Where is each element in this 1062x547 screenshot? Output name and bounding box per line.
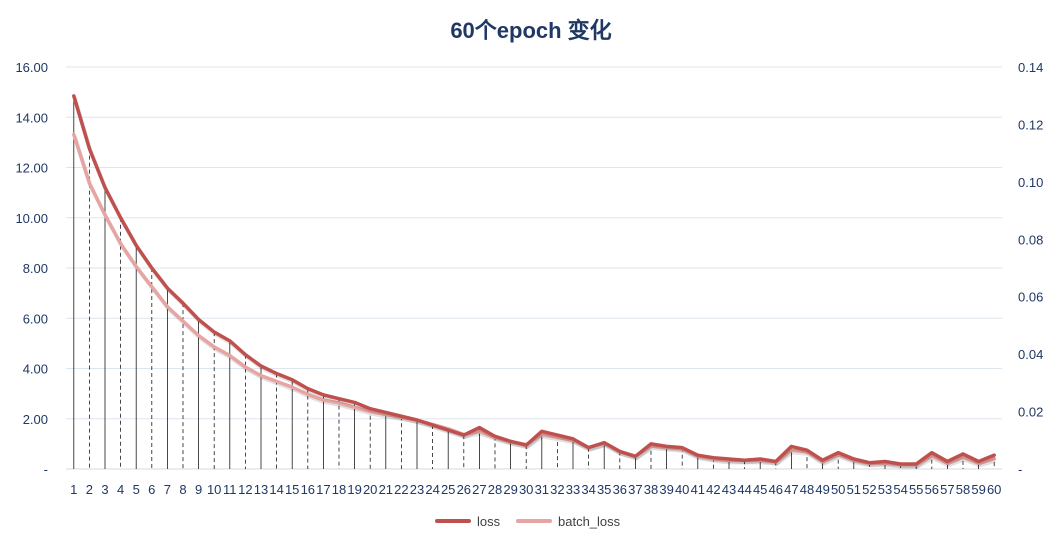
x-tick-label: 2 — [86, 482, 93, 497]
series-line-shadow — [72, 135, 996, 469]
x-tick-label: 17 — [316, 482, 330, 497]
x-tick-label: 14 — [269, 482, 283, 497]
x-tick-label: 47 — [784, 482, 798, 497]
x-tick-label: 28 — [488, 482, 502, 497]
x-tick-label: 4 — [117, 482, 124, 497]
y-tick-label-right: 0.06 — [1018, 290, 1043, 305]
legend-label-batch_loss: batch_loss — [558, 514, 621, 529]
x-tick-label: 48 — [800, 482, 814, 497]
x-tick-label: 42 — [706, 482, 720, 497]
y-tick-label-right: 0.14 — [1018, 60, 1043, 75]
x-tick-label: 25 — [441, 482, 455, 497]
x-tick-label: 9 — [195, 482, 202, 497]
series-line-shadow — [72, 97, 996, 468]
y-tick-label-left: 4.00 — [23, 362, 48, 377]
x-axis-ticks: 1 2 3 4 5 6 7 8 9 10 11 12 13 14 15 16 17 18 19 20 21 22 23 24 2… — [70, 482, 1001, 497]
x-tick-label: 26 — [457, 482, 471, 497]
x-tick-label: 12 — [238, 482, 252, 497]
x-tick-label: 58 — [956, 482, 970, 497]
series-line-batch_loss — [72, 132, 996, 467]
x-tick-label: 18 — [332, 482, 346, 497]
drop-lines — [73, 95, 995, 469]
x-tick-label: 10 — [207, 482, 221, 497]
x-tick-label: 41 — [691, 482, 705, 497]
x-tick-label: 54 — [893, 482, 907, 497]
x-tick-label: 16 — [301, 482, 315, 497]
x-tick-label: 30 — [519, 482, 533, 497]
x-tick-label: 20 — [363, 482, 377, 497]
x-tick-label: 27 — [472, 482, 486, 497]
y-tick-label-left: 12.00 — [15, 161, 48, 176]
series-line-loss — [72, 94, 996, 466]
x-tick-label: 34 — [581, 482, 595, 497]
y-tick-label-left: 2.00 — [23, 412, 48, 427]
x-tick-label: 44 — [737, 482, 751, 497]
series-lines — [72, 94, 996, 469]
x-tick-label: 55 — [909, 482, 923, 497]
x-tick-label: 50 — [831, 482, 845, 497]
y-tick-label-left: 14.00 — [15, 110, 48, 125]
x-tick-label: 49 — [815, 482, 829, 497]
x-tick-label: 38 — [644, 482, 658, 497]
x-tick-label: 6 — [148, 482, 155, 497]
x-tick-label: 52 — [862, 482, 876, 497]
y-tick-label-right: 0.10 — [1018, 175, 1043, 190]
legend-label-loss: loss — [477, 514, 501, 529]
chart-title: 60个epoch 变化 — [450, 18, 611, 43]
x-tick-label: 56 — [925, 482, 939, 497]
x-tick-label: 3 — [101, 482, 108, 497]
legend: loss batch_loss — [435, 514, 621, 529]
y-tick-label-right: 0.02 — [1018, 405, 1043, 420]
y-tick-label-left: 8.00 — [23, 261, 48, 276]
x-tick-label: 37 — [628, 482, 642, 497]
y-tick-label-right: 0.12 — [1018, 117, 1043, 132]
y-tick-label-left: 6.00 — [23, 311, 48, 326]
x-tick-label: 11 — [223, 482, 237, 497]
x-tick-label: 36 — [613, 482, 627, 497]
y-tick-label-right: 0.04 — [1018, 347, 1043, 362]
x-tick-label: 57 — [940, 482, 954, 497]
x-tick-label: 1 — [70, 482, 77, 497]
y-axis-right-ticks: - 0.02 0.04 0.06 0.08 0.10 0.12 0.14 — [1018, 60, 1043, 477]
y-tick-label-left: 16.00 — [15, 60, 48, 75]
x-tick-label: 31 — [535, 482, 549, 497]
x-tick-label: 7 — [164, 482, 171, 497]
x-tick-label: 53 — [878, 482, 892, 497]
x-tick-label: 21 — [379, 482, 393, 497]
x-tick-label: 13 — [254, 482, 268, 497]
y-tick-label-left: - — [44, 462, 48, 477]
x-tick-label: 33 — [566, 482, 580, 497]
x-tick-label: 39 — [659, 482, 673, 497]
y-tick-label-right: 0.08 — [1018, 232, 1043, 247]
x-tick-label: 15 — [285, 482, 299, 497]
x-tick-label: 8 — [179, 482, 186, 497]
x-tick-label: 5 — [133, 482, 140, 497]
x-tick-label: 19 — [347, 482, 361, 497]
x-tick-label: 24 — [425, 482, 439, 497]
x-tick-label: 35 — [597, 482, 611, 497]
x-tick-label: 40 — [675, 482, 689, 497]
x-tick-label: 60 — [987, 482, 1001, 497]
x-tick-label: 46 — [769, 482, 783, 497]
x-tick-label: 45 — [753, 482, 767, 497]
x-tick-label: 23 — [410, 482, 424, 497]
gridlines — [66, 66, 1002, 470]
x-tick-label: 22 — [394, 482, 408, 497]
y-tick-label-left: 10.00 — [15, 211, 48, 226]
x-tick-label: 32 — [550, 482, 564, 497]
x-tick-label: 29 — [503, 482, 517, 497]
x-tick-label: 43 — [722, 482, 736, 497]
y-axis-left-ticks: - 2.00 4.00 6.00 8.00 10.00 12.00 14.00 16.00 — [15, 60, 48, 477]
x-tick-label: 51 — [847, 482, 861, 497]
x-tick-label: 59 — [971, 482, 985, 497]
y-tick-label-right: - — [1018, 462, 1022, 477]
